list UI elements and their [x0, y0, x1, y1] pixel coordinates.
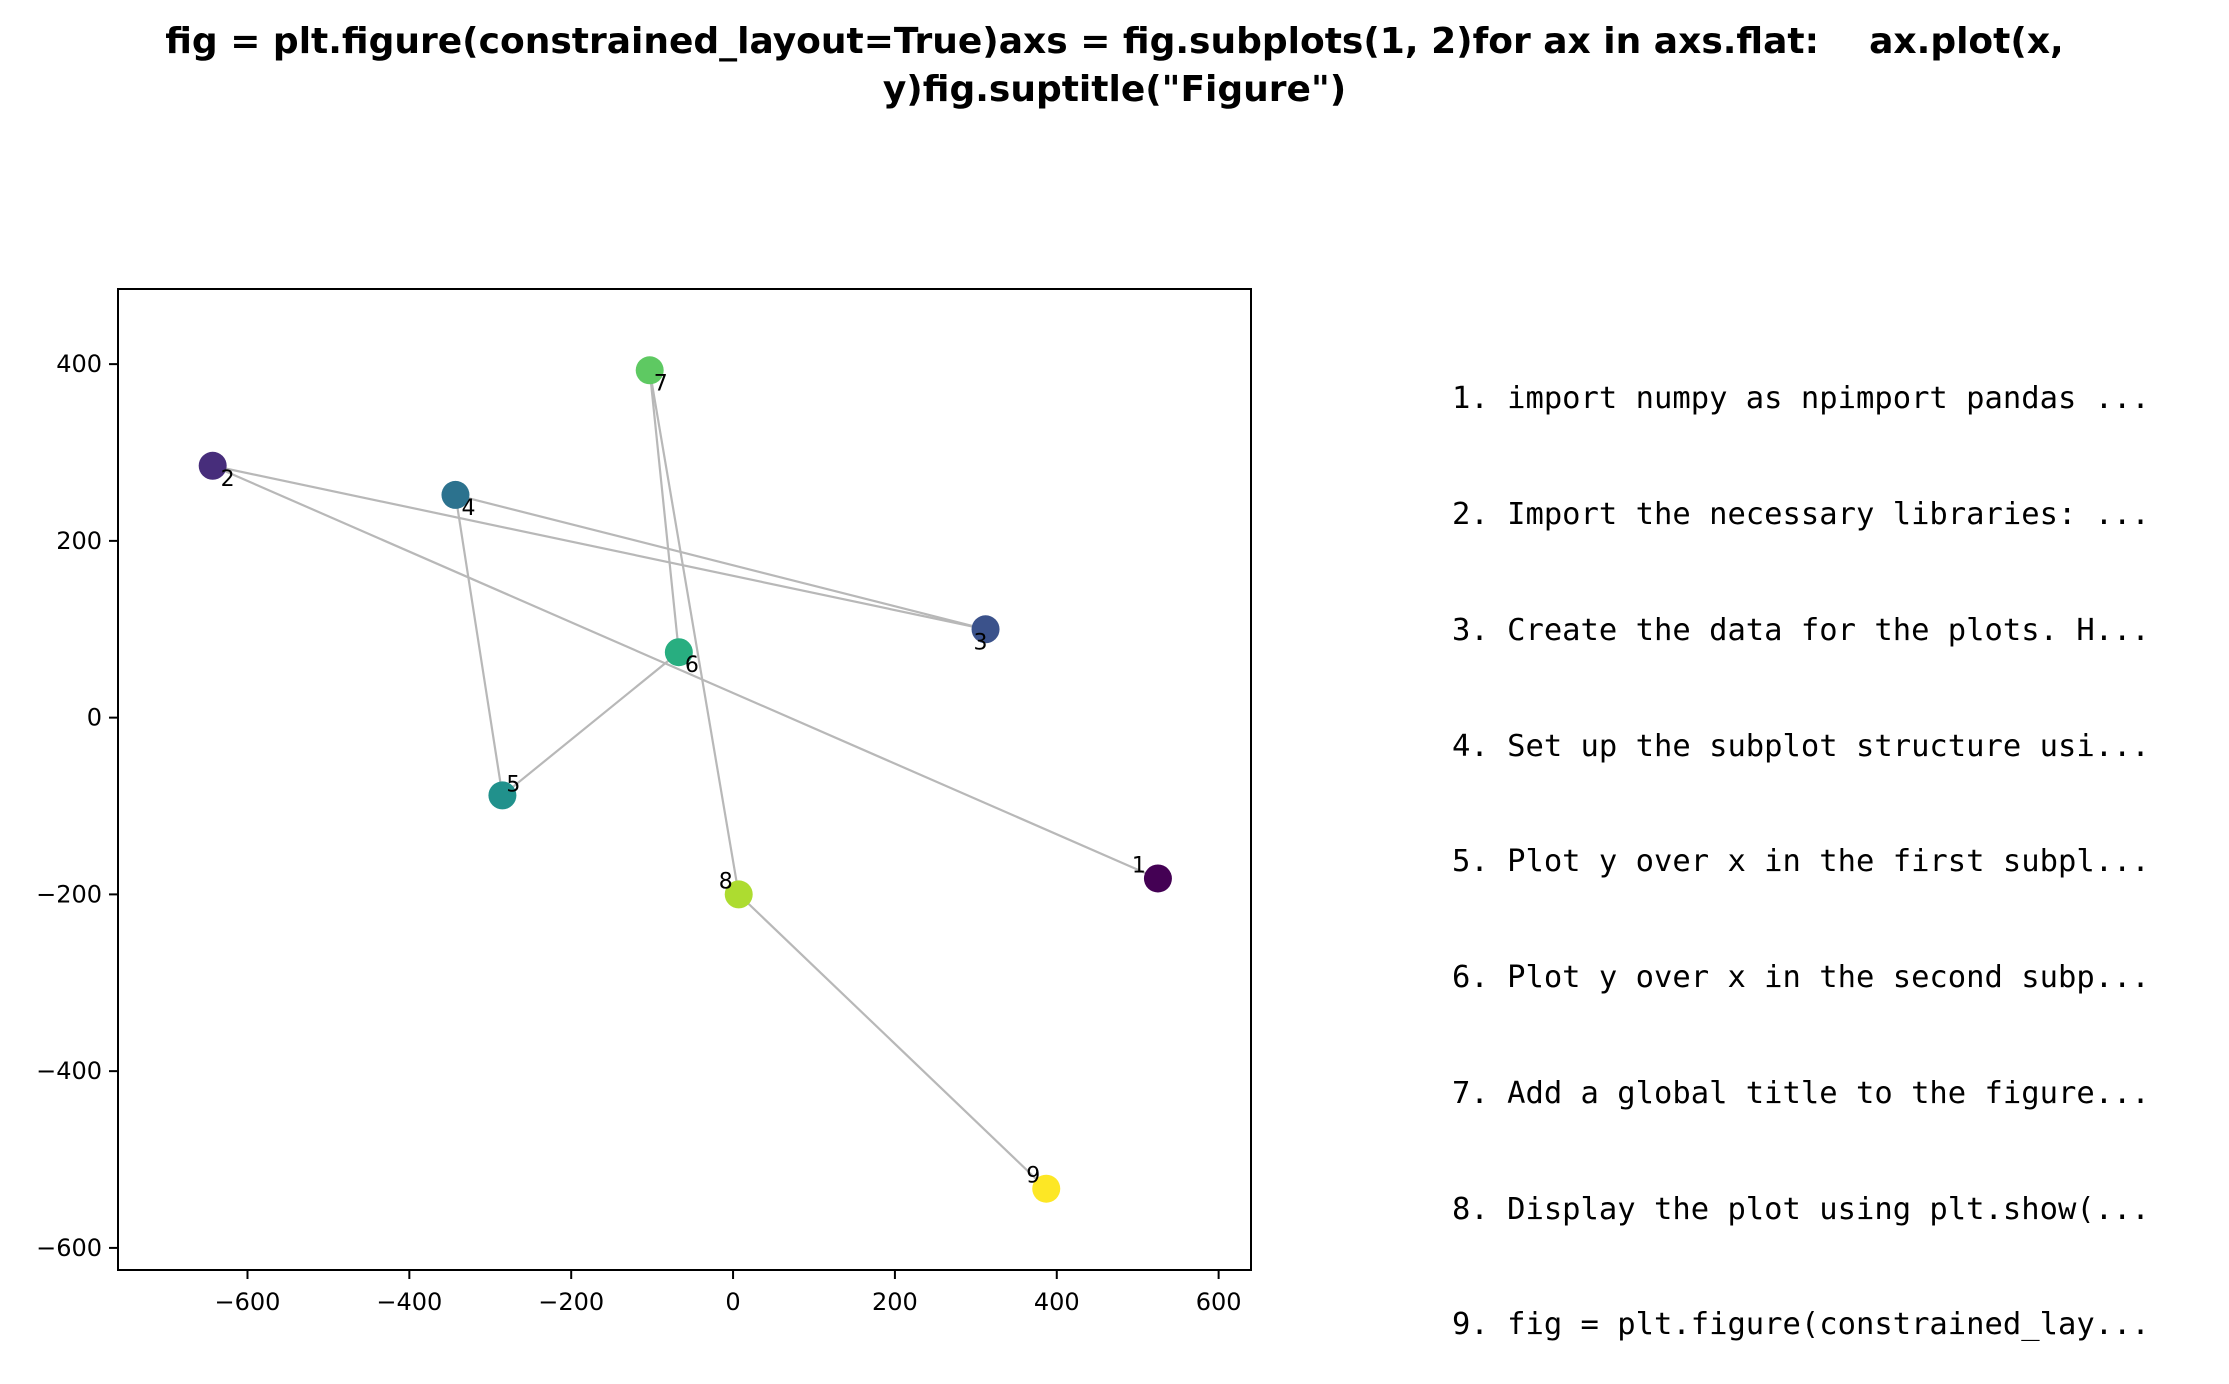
x-tick-label: −600	[215, 1288, 281, 1316]
data-point	[441, 480, 470, 509]
connector-line	[212, 464, 1159, 880]
y-tick-label: 0	[87, 704, 102, 732]
point-label: 9	[1026, 1164, 1040, 1189]
steps-list: 1. import numpy as npimport pandas ... 2…	[1452, 303, 2150, 1384]
data-point	[488, 781, 517, 810]
data-point	[1032, 1174, 1061, 1203]
y-axis: −600 −400 −200 0 200 400	[36, 350, 118, 1262]
connector-line	[455, 493, 986, 631]
y-tick-label: −600	[36, 1234, 102, 1262]
figure-title-line-2: y)fig.suptitle("Figure")	[882, 69, 1347, 110]
data-point	[664, 638, 693, 667]
step-item: 2. Import the necessary libraries: ...	[1452, 496, 2150, 532]
point-label: 4	[461, 496, 475, 521]
y-tick-label: 400	[56, 350, 102, 378]
x-tick-label: −400	[376, 1288, 442, 1316]
connector-line	[501, 651, 680, 797]
point-label: 1	[1132, 853, 1146, 878]
point-labels: 1 2 3 4 5 6 7 8 9	[221, 371, 1146, 1188]
connector-line	[212, 464, 986, 631]
data-point	[198, 451, 227, 480]
x-tick-label: 200	[872, 1288, 918, 1316]
point-label: 7	[654, 371, 668, 396]
y-tick-label: 200	[56, 527, 102, 555]
data-point	[1143, 864, 1172, 893]
data-points	[198, 356, 1172, 1203]
step-item: 5. Plot y over x in the first subpl...	[1452, 844, 2150, 880]
step-item: 6. Plot y over x in the second subp...	[1452, 960, 2150, 996]
plot-frame	[117, 288, 1252, 1271]
figure-title-line-1: fig = plt.figure(constrained_layout=True…	[165, 21, 2064, 62]
point-label: 5	[506, 772, 520, 797]
step-item: 1. import numpy as npimport pandas ...	[1452, 381, 2150, 417]
data-point	[635, 356, 664, 385]
connector-line	[648, 370, 740, 895]
step-item: 7. Add a global title to the figure...	[1452, 1075, 2150, 1111]
scatter-chart: 1 2 3 4 5 6 7 8 9 −600 −400 −200 0 200 400 600 −600 −40…	[36, 288, 1252, 1316]
figure-title: fig = plt.figure(constrained_layout=True…	[0, 18, 2229, 114]
connector-line	[454, 494, 504, 796]
x-tick-label: −200	[538, 1288, 604, 1316]
connector-line	[648, 370, 680, 653]
point-label: 2	[221, 467, 235, 492]
point-label: 8	[719, 869, 733, 894]
step-item: 9. fig = plt.figure(constrained_lay...	[1452, 1307, 2150, 1343]
x-tick-label: 0	[725, 1288, 740, 1316]
connector-line	[737, 893, 1048, 1190]
point-label: 3	[974, 630, 988, 655]
step-item: 3. Create the data for the plots. H...	[1452, 612, 2150, 648]
data-point	[971, 615, 1000, 644]
x-axis: −600 −400 −200 0 200 400 600	[215, 1270, 1242, 1316]
step-item: 4. Set up the subplot structure usi...	[1452, 728, 2150, 764]
y-tick-label: −400	[36, 1057, 102, 1085]
point-label: 6	[685, 653, 699, 678]
step-item: 8. Display the plot using plt.show(...	[1452, 1191, 2150, 1227]
connector-lines	[212, 370, 1159, 1190]
x-tick-label: 400	[1034, 1288, 1080, 1316]
y-tick-label: −200	[36, 880, 102, 908]
x-tick-label: 600	[1196, 1288, 1242, 1316]
data-point	[724, 880, 753, 909]
